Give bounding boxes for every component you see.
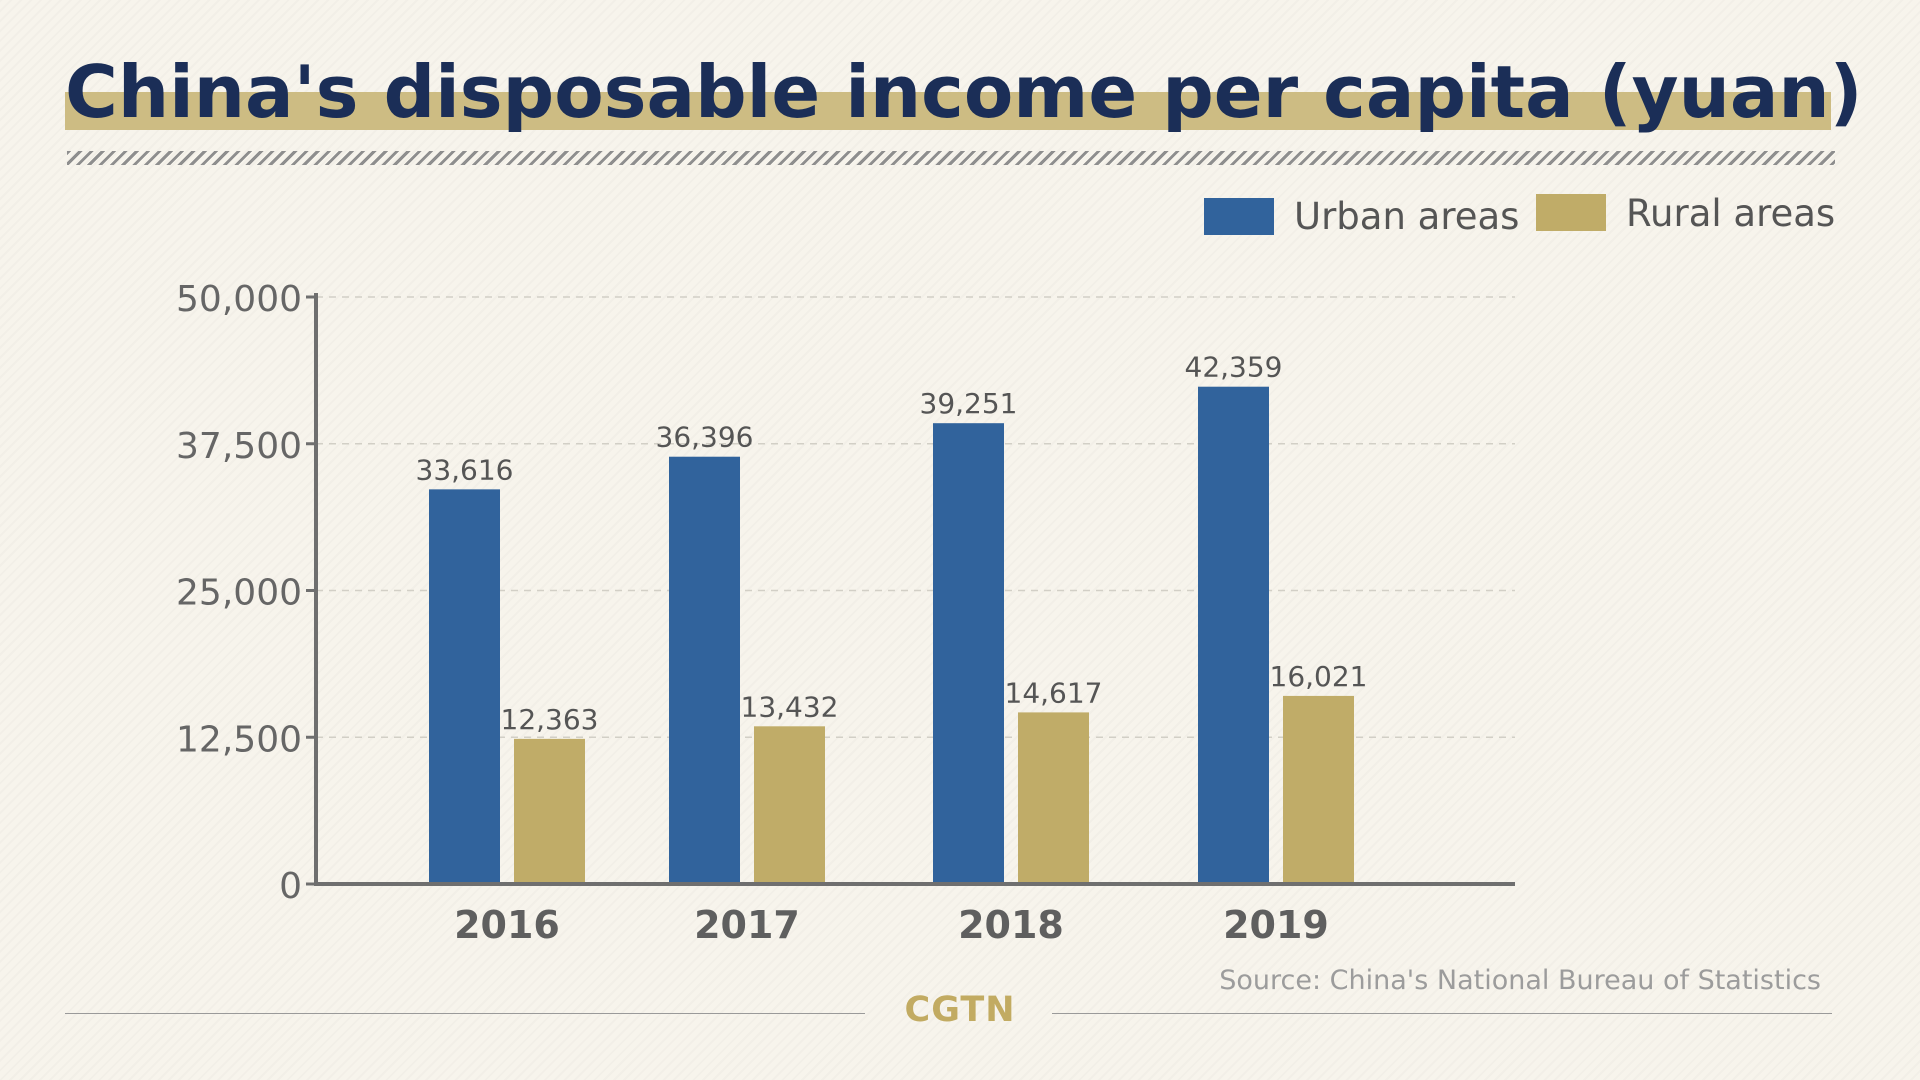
chart-title: China's disposable income per capita (yu…: [65, 50, 1863, 134]
x-tick-label-2019: 2019: [1223, 903, 1329, 947]
cgtn-logo: CGTN: [904, 990, 1016, 1030]
source-note: Source: China's National Bureau of Stati…: [1219, 965, 1821, 996]
data-label-rural-2017: 13,432: [741, 690, 839, 723]
data-label-urban-2016: 33,616: [416, 453, 514, 486]
bar-urban-2016: [429, 489, 500, 884]
axes: 0 12,500 25,000 37,500 50,000 2016 2017 2018 201…: [176, 279, 1515, 947]
data-label-rural-2018: 14,617: [1005, 676, 1103, 709]
footer-rule-left: [65, 1013, 865, 1014]
x-tick-label-2016: 2016: [454, 903, 560, 947]
bar-urban-2017: [669, 456, 740, 884]
title-highlight-band: [65, 92, 1831, 130]
bar-rural-2016: [514, 738, 585, 884]
data-label-urban-2017: 36,396: [656, 421, 754, 454]
bars: [429, 386, 1354, 884]
bar-rural-2018: [1018, 712, 1089, 884]
legend-swatch-rural: [1536, 194, 1606, 231]
bar-rural-2019: [1283, 695, 1354, 884]
y-tick-label: 12,500: [176, 719, 302, 760]
bar-urban-2019: [1198, 386, 1269, 884]
y-tick-label: 50,000: [176, 279, 302, 320]
data-label-rural-2019: 16,021: [1270, 660, 1368, 693]
footer-rule-right: [1052, 1013, 1832, 1014]
data-label-urban-2018: 39,251: [920, 387, 1018, 420]
bar-urban-2018: [933, 423, 1004, 884]
data-label-rural-2016: 12,363: [501, 703, 599, 736]
data-labels: 33,616 12,363 36,396 13,432 39,251 14,617 42,3…: [416, 351, 1368, 736]
y-tick-label: 0: [279, 866, 302, 907]
y-tick-label: 37,500: [176, 426, 302, 467]
grid-lines: [316, 296, 1515, 738]
title-block: China's disposable income per capita (yu…: [65, 42, 1863, 142]
legend-label-urban: Urban areas: [1294, 195, 1520, 238]
legend-swatch-urban: [1204, 198, 1274, 235]
y-tick-label: 25,000: [176, 573, 302, 614]
bar-rural-2017: [754, 726, 825, 884]
data-label-urban-2019: 42,359: [1185, 351, 1283, 384]
x-tick-label-2017: 2017: [694, 903, 800, 947]
hatched-divider: [67, 151, 1835, 165]
x-tick-label-2018: 2018: [958, 903, 1064, 947]
legend-label-rural: Rural areas: [1626, 192, 1836, 235]
